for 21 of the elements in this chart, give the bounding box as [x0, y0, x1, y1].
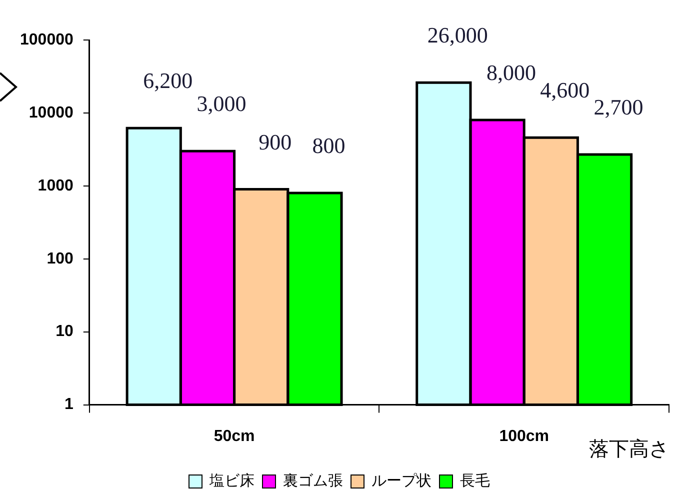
y-tick-label: 1000	[38, 177, 74, 194]
y-tick-label: 10	[56, 323, 74, 340]
data-label: 26,000	[427, 22, 488, 48]
legend-label: 長毛	[460, 472, 490, 490]
legend-label: 裏ゴム張	[283, 472, 343, 490]
y-tick-label: 100	[46, 250, 74, 268]
data-label: 2,700	[594, 94, 644, 120]
x-tick-label: 50cm	[214, 428, 255, 445]
x-axis-title: 落下高さ	[589, 438, 669, 461]
data-label: 900	[258, 129, 292, 154]
y-tick-label: 100000	[20, 31, 74, 48]
legend-label: 塩ビ床	[208, 472, 254, 490]
y-tick-label: 1	[64, 396, 74, 414]
data-label: 3,000	[196, 91, 246, 116]
data-label: 8,000	[486, 60, 536, 86]
data-label: 6,200	[143, 68, 193, 94]
legend-label: ループ状	[372, 472, 432, 490]
data-label: 800	[312, 132, 346, 158]
data-label: 4,600	[540, 78, 590, 103]
y-tick-label: 10000	[28, 104, 74, 122]
x-tick-label: 100cm	[499, 428, 550, 445]
